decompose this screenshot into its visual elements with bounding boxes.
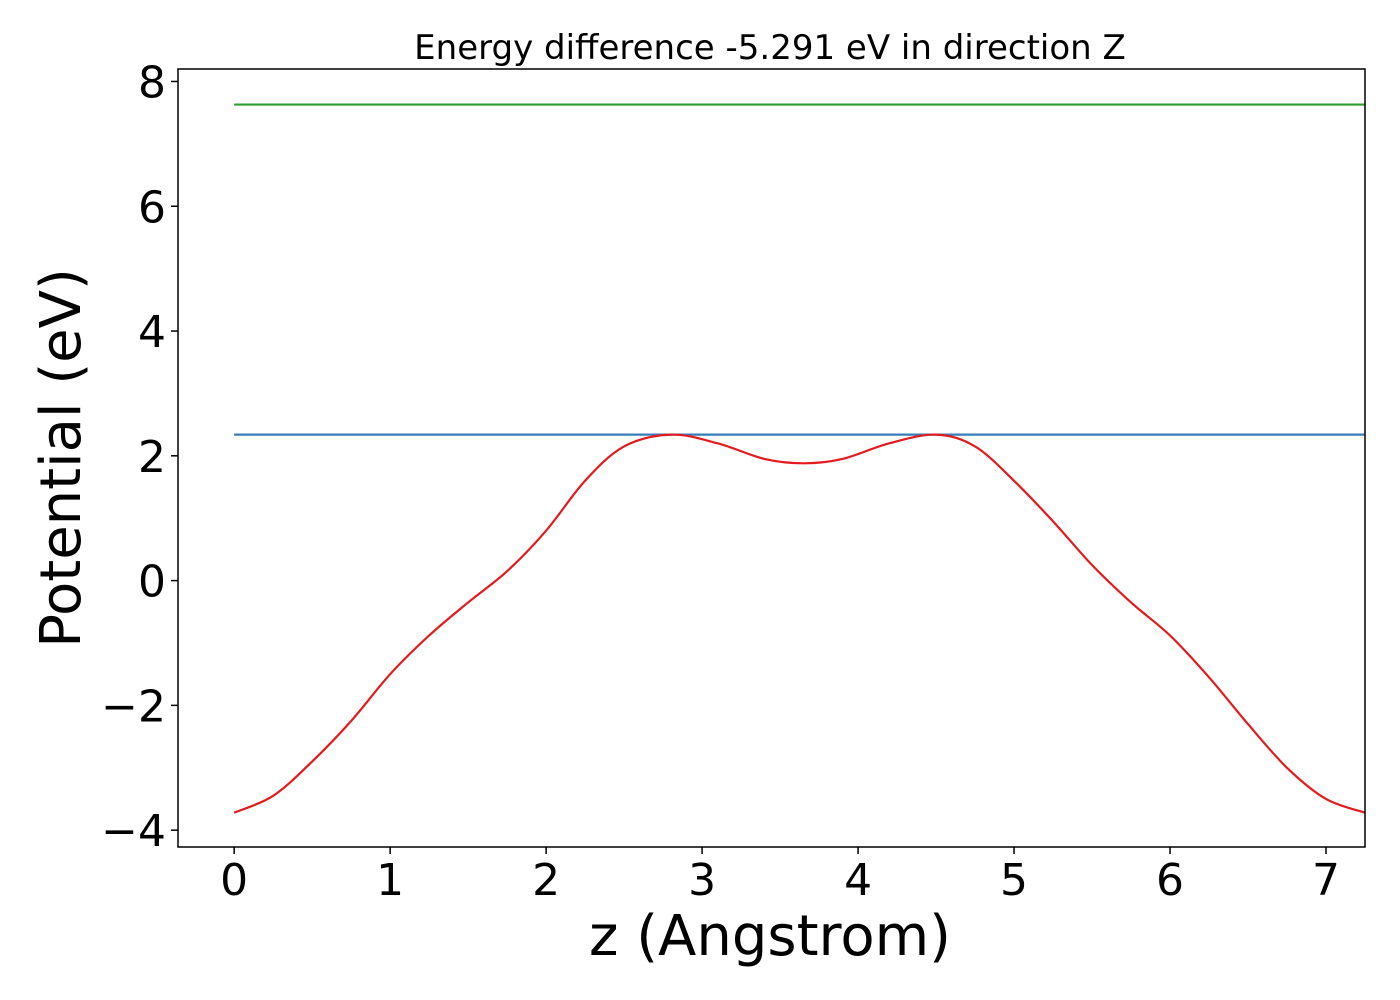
x-tick-label: 5: [1000, 855, 1028, 906]
x-tick-label: 1: [376, 855, 404, 906]
y-tick-label: 4: [138, 307, 166, 358]
y-tick-label: −4: [101, 806, 166, 857]
y-tick-label: 6: [138, 182, 166, 233]
y-tick-label: 2: [138, 432, 166, 483]
chart-title: Energy difference -5.291 eV in direction…: [414, 28, 1126, 68]
axes-frame: [177, 68, 1366, 848]
x-tick-label: 4: [844, 855, 872, 906]
plot-area: [233, 103, 1366, 814]
x-axis: 0 1 2 3 4 5 6 7: [220, 847, 1340, 906]
series-line-3: [233, 433, 1366, 814]
x-tick-label: 3: [688, 855, 716, 906]
x-tick-label: 0: [220, 855, 248, 906]
y-tick-label: 0: [138, 557, 166, 608]
y-axis-label: Potential (eV): [29, 268, 94, 648]
y-tick-label: 8: [138, 57, 166, 108]
y-axis: −4 −2 0 2 4 6 8: [101, 57, 178, 857]
y-tick-label: −2: [101, 681, 166, 732]
x-tick-label: 7: [1312, 855, 1340, 906]
x-tick-label: 6: [1156, 855, 1184, 906]
x-axis-label: z (Angstrom): [589, 904, 951, 969]
x-tick-label: 2: [532, 855, 560, 906]
